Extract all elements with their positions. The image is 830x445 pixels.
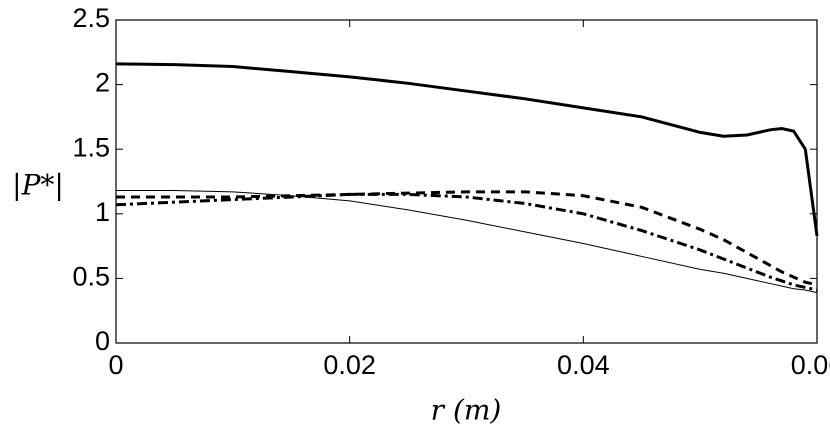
- y-tick-label: 2.5: [72, 3, 110, 33]
- x-axis-label: r (m): [431, 394, 502, 427]
- y-axis-label: |P*|: [12, 169, 64, 202]
- y-tick-label: 1.5: [72, 132, 110, 162]
- line-series: [115, 192, 818, 292]
- x-tick-label: 0.06: [791, 350, 830, 380]
- y-tick-label: 0: [95, 326, 110, 356]
- x-tick-label: 0: [108, 350, 123, 380]
- x-tick-label: 0.04: [557, 350, 610, 380]
- x-tick-label: 0.02: [323, 350, 376, 380]
- y-tick-label: 2: [95, 68, 110, 98]
- line-series: [115, 62, 819, 236]
- line-series: [116, 190, 818, 287]
- line-series: [116, 190, 818, 294]
- y-tick-label: 1: [95, 197, 110, 227]
- y-tick-label: 0.5: [72, 262, 110, 292]
- plot-frame: [115, 19, 818, 344]
